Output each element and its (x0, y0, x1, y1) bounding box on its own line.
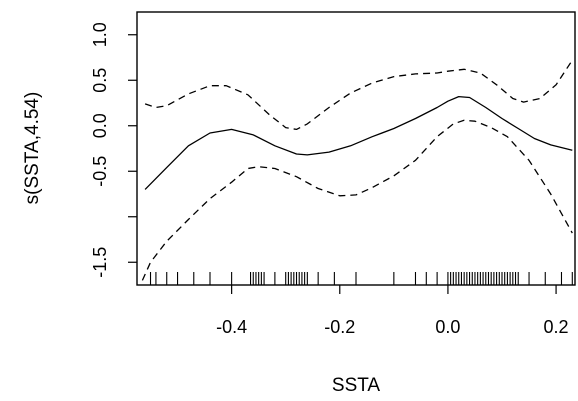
y-axis: -1.5 -0.5 0.0 0.5 1.0 (90, 22, 137, 278)
y-tick-label: -0.5 (90, 156, 110, 187)
x-tick-label: -0.4 (216, 317, 247, 337)
y-tick-label: -1.5 (90, 247, 110, 278)
confidence-band-line (144, 59, 573, 131)
plot-frame (136, 11, 576, 286)
rug-marks (149, 272, 573, 285)
x-tick-label: -0.2 (324, 317, 355, 337)
x-tick-label: 0.2 (544, 317, 569, 337)
y-axis-title: s(SSTA,4.54) (22, 92, 43, 205)
y-tick-label: 0.5 (90, 68, 110, 93)
x-tick-label: 0.0 (435, 317, 460, 337)
y-tick-label: 0.0 (90, 113, 110, 138)
smooth-estimate-line (144, 95, 573, 190)
y-tick-label: 1.0 (90, 22, 110, 47)
confidence-band-line (141, 119, 573, 281)
x-axis-title: SSTA (332, 375, 381, 396)
series-lines (141, 59, 573, 281)
x-axis: -0.4 -0.2 0.0 0.2 (216, 285, 569, 337)
